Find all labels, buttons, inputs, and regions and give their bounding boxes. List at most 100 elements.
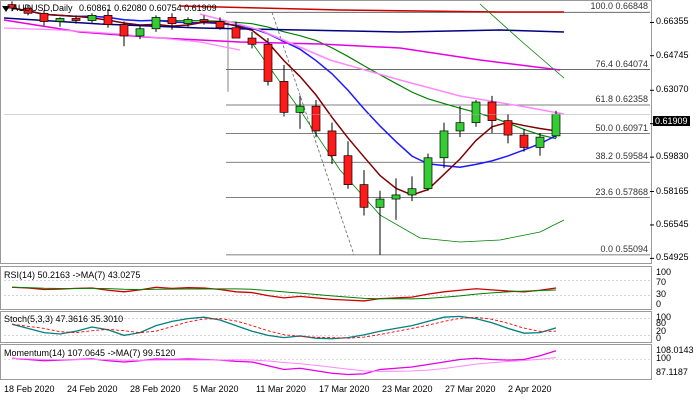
stoch-label: Stoch(5,3,3) 47.3616 35.3010 xyxy=(4,314,124,324)
stochastic-indicator[interactable] xyxy=(0,311,700,343)
stoch-axis-0: 0 xyxy=(656,333,662,343)
fibo-level-label: 76.4 0.64074 xyxy=(595,58,648,69)
date-axis-label: 11 Mar 2020 xyxy=(256,384,306,394)
rsi-indicator[interactable] xyxy=(0,266,700,310)
candle-bear xyxy=(119,24,129,37)
candle-bear xyxy=(503,120,513,136)
candle-bull xyxy=(151,17,161,30)
candle-bear xyxy=(215,21,225,29)
rsi-ma-line xyxy=(11,286,557,300)
candle-bear xyxy=(359,184,369,208)
ohlc-values: 0.60861 0.62080 0.60754 0.61909 xyxy=(79,3,217,13)
date-axis-label: 18 Feb 2020 xyxy=(4,384,55,394)
candle-bull xyxy=(135,28,145,37)
fibo-level-label: 38.2 0.59584 xyxy=(595,151,648,162)
momentum-ma-line xyxy=(11,357,557,372)
price-axis-label: 0.66355 xyxy=(656,16,689,27)
price-chart[interactable] xyxy=(0,0,700,266)
ma-blue-line xyxy=(11,7,557,169)
candle-bear xyxy=(519,134,529,148)
rsi-axis-70: 70 xyxy=(656,277,667,287)
candle-bull xyxy=(535,136,545,148)
ma-pink-line xyxy=(199,13,565,115)
current-price-tag: 0.61909 xyxy=(653,116,690,126)
date-axis-label: 24 Feb 2020 xyxy=(67,384,118,394)
candle-bull xyxy=(295,105,305,113)
candle-bear xyxy=(279,81,289,113)
candle-bear xyxy=(343,155,353,185)
ma-magenta-line xyxy=(3,19,561,71)
band-lower-line xyxy=(249,39,565,243)
candle-bull xyxy=(391,194,401,200)
date-axis-label: 23 Mar 2020 xyxy=(382,384,433,394)
date-axis-label: 27 Mar 2020 xyxy=(445,384,496,394)
candle-bull xyxy=(87,15,97,21)
momentum-line xyxy=(11,350,557,376)
fibo-level-label: 0.0 0.55094 xyxy=(600,243,648,254)
stoch-axis-20: 20 xyxy=(656,326,667,336)
rsi-axis-30: 30 xyxy=(656,289,667,299)
band-upper-line xyxy=(479,3,565,79)
price-axis-label: 0.58165 xyxy=(656,185,689,196)
candle-bull xyxy=(183,19,193,24)
candle-bear xyxy=(199,19,209,22)
date-axis-label: 17 Mar 2020 xyxy=(319,384,370,394)
candle-bull xyxy=(375,198,385,208)
date-axis-label: 5 Mar 2020 xyxy=(193,384,239,394)
candle-bear xyxy=(487,101,497,121)
momentum-pane-border xyxy=(0,344,652,380)
rsi-pane-border xyxy=(0,266,652,310)
stoch-axis-100: 100 xyxy=(656,312,672,322)
candle-bull xyxy=(471,101,481,124)
price-axis-label: 0.59830 xyxy=(656,151,689,162)
fibo-trend-line xyxy=(271,12,355,256)
price-axis-label: 0.63070 xyxy=(656,84,689,95)
price-axis-label: 0.64745 xyxy=(656,49,689,60)
candle-bull xyxy=(407,188,417,196)
candle-bear xyxy=(71,18,81,21)
candle-bear xyxy=(327,130,337,157)
ma-navy-line xyxy=(3,17,565,33)
fibo-level-label: 50.0 0.60971 xyxy=(595,122,648,133)
momentum-label: Momentum(14) 107.0645 ->MA(7) 99.5120 xyxy=(4,348,176,358)
candle-bull xyxy=(455,122,465,132)
candle-bull xyxy=(551,113,561,137)
price-axis-label: 0.54925 xyxy=(656,252,689,263)
rsi-axis-0: 0 xyxy=(656,299,662,309)
momentum-axis-bottom: 87.1187 xyxy=(656,367,688,377)
date-axis-label: 28 Feb 2020 xyxy=(130,384,181,394)
candle-bear xyxy=(23,7,33,14)
fibo-level-label: 61.8 0.62358 xyxy=(595,93,648,104)
momentum-axis-100: 100 xyxy=(656,353,672,363)
stoch-signal-line xyxy=(11,316,557,339)
momentum-indicator[interactable] xyxy=(0,344,700,380)
candle-bear xyxy=(39,12,49,22)
stoch-pane-border xyxy=(0,311,652,343)
main-pane-border xyxy=(0,0,652,264)
symbol-timeframe: AUDUSD,Daily xyxy=(12,3,73,13)
candle-bear xyxy=(231,27,241,39)
stoch-axis-80: 80 xyxy=(656,318,667,328)
candle-bear xyxy=(311,105,321,132)
fibo-level-label: 23.6 0.57868 xyxy=(595,186,648,197)
price-axis-label: 0.56545 xyxy=(656,218,689,229)
ma-darkred-line xyxy=(11,7,557,196)
candle-bull xyxy=(439,130,449,159)
candle-bear xyxy=(167,17,177,24)
chart-header: AUDUSD,Daily 0.60861 0.62080 0.60754 0.6… xyxy=(2,3,217,13)
ma-red-line xyxy=(179,5,564,13)
fibo-level-label: 100.0 0.66848 xyxy=(590,1,648,12)
candle-bear xyxy=(247,37,257,45)
candle-bear xyxy=(263,43,273,82)
candle-bear xyxy=(103,15,113,25)
dropdown-arrow-icon[interactable] xyxy=(2,5,10,12)
rsi-axis-100: 100 xyxy=(656,267,672,277)
momentum-axis-top: 108.0143 xyxy=(656,345,694,355)
date-axis-label: 2 Apr 2020 xyxy=(508,384,552,394)
rsi-line xyxy=(11,286,557,302)
candle-bull xyxy=(423,157,433,190)
candle-bull xyxy=(55,18,65,22)
rsi-label: RSI(14) 50.2163 ->MA(7) 43.0275 xyxy=(4,270,141,280)
stoch-main-line xyxy=(11,315,557,340)
